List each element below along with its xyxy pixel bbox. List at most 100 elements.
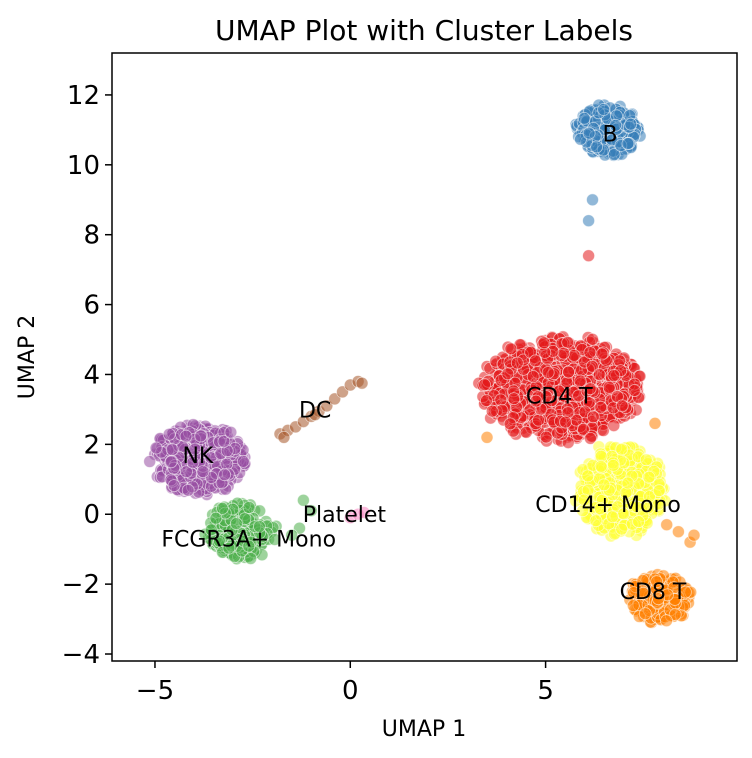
point-b (607, 148, 621, 161)
point-cd8-t (648, 416, 662, 430)
y-tick-label: 6 (83, 291, 100, 321)
point-cd8-t (638, 607, 652, 621)
point-cd14-mono (642, 470, 656, 484)
point-cd4-t (602, 380, 616, 394)
point-nk (236, 454, 250, 468)
point-cd4-t (526, 370, 540, 383)
point-fcgr3a-mono (209, 511, 223, 525)
cluster-label: CD14+ Mono (535, 493, 681, 518)
point-cd4-t (552, 384, 566, 398)
point-nk (181, 483, 195, 497)
point-cd4-t (532, 413, 545, 427)
point-cd4-t (607, 369, 621, 382)
x-tick-label: 5 (537, 676, 554, 706)
point-cd4-t (595, 347, 609, 361)
point-cd4-t (592, 368, 606, 382)
point-cd4-t (586, 332, 599, 346)
cluster-label: NK (182, 444, 213, 469)
y-tick-label: 8 (83, 221, 100, 251)
point-dc (355, 376, 369, 390)
point-cd4-t (539, 430, 553, 444)
point-cd4-t (523, 403, 537, 417)
point-cd4-t (501, 367, 515, 381)
y-tick-label: 2 (83, 430, 100, 460)
point-b (609, 118, 622, 132)
point-cd4-t (567, 348, 581, 362)
point-cd8-t (687, 528, 701, 542)
points-layer (143, 98, 701, 629)
point-b (621, 137, 635, 151)
point-cd4-t (507, 392, 521, 406)
point-cd4-t (529, 394, 543, 408)
point-cd4-t (503, 417, 517, 431)
point-b (577, 112, 591, 125)
point-b (574, 132, 587, 146)
point-b (582, 214, 595, 228)
point-cd8-t (660, 614, 673, 628)
cluster-label: FCGR3A+ Mono (161, 528, 336, 553)
point-fcgr3a-mono (244, 552, 258, 565)
x-axis-label: UMAP 1 (382, 717, 466, 742)
x-tick-label: 0 (342, 676, 359, 706)
point-b (586, 193, 599, 207)
point-nk (164, 455, 178, 469)
point-cd4-t (559, 415, 572, 429)
point-cd4-t (537, 336, 551, 350)
point-cd4-t (597, 424, 610, 437)
point-cd14-mono (621, 476, 635, 490)
point-fcgr3a-mono (242, 501, 256, 514)
point-cd4-t (615, 399, 629, 413)
point-cd4-t (594, 400, 608, 414)
point-cd4-t (607, 419, 621, 433)
point-cd8-t (660, 518, 674, 532)
cluster-label: CD8 T (620, 580, 687, 605)
point-cd4-t (519, 425, 533, 439)
point-cd4-t (478, 378, 492, 392)
point-cd4-t (504, 342, 518, 356)
point-cd4-t (510, 356, 524, 370)
point-cd4-t (628, 384, 641, 397)
point-cd14-mono (597, 478, 611, 492)
point-cd4-t (557, 346, 571, 360)
point-cd14-mono (615, 442, 629, 456)
point-cd4-t (583, 346, 597, 359)
y-tick-label: −4 (62, 640, 100, 670)
point-nk (224, 425, 238, 439)
point-cd4-t (561, 335, 575, 349)
point-cd4-t (583, 382, 597, 396)
cluster-label: B (602, 122, 617, 147)
point-cd4-t (585, 359, 599, 373)
point-nk (218, 468, 232, 482)
point-cd14-mono (615, 522, 629, 536)
point-cd4-t (541, 366, 555, 379)
x-tick-label: −5 (136, 676, 174, 706)
y-tick-label: 10 (67, 151, 100, 181)
point-cd4-t (562, 365, 575, 379)
point-b (590, 140, 603, 154)
cluster-label: Platelet (303, 503, 387, 528)
point-nk (143, 455, 157, 468)
point-cd4-t (586, 410, 600, 424)
cluster-label: CD4 T (526, 384, 593, 409)
point-cd8-t (480, 430, 494, 444)
point-cd4-t (582, 249, 595, 263)
chart-title: UMAP Plot with Cluster Labels (215, 14, 633, 47)
y-tick-label: 0 (83, 500, 100, 530)
point-cd14-mono (606, 458, 620, 472)
point-cd14-mono (639, 453, 653, 467)
y-tick-label: −2 (62, 570, 100, 600)
point-b (624, 117, 638, 131)
y-axis-label: UMAP 2 (15, 315, 40, 399)
point-cd4-t (479, 394, 493, 408)
point-nk (149, 441, 163, 455)
point-cd4-t (573, 374, 587, 388)
point-cd14-mono (581, 469, 595, 483)
point-nk (162, 427, 176, 441)
point-cd4-t (577, 422, 590, 436)
point-nk (194, 429, 208, 443)
point-cd4-t (485, 404, 499, 418)
point-cd4-t (529, 354, 542, 368)
point-cd4-t (584, 431, 597, 445)
point-nk (165, 443, 179, 456)
